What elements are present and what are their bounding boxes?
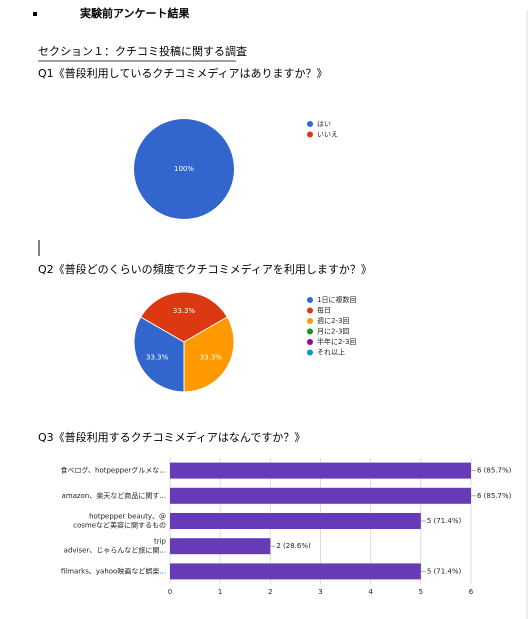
value-label: 2 (28.6%) [276,542,311,550]
section-heading: セクション１：クチコミ投稿に関する調査 [38,44,247,58]
slice-label: 33.3% [200,354,223,362]
category-label: adviser、じゃらんなど旅に関... [64,546,166,555]
bar [170,513,421,529]
legend-swatch [307,307,313,314]
category-label: amazon、楽天など商品に関す... [62,491,166,500]
question: Q3《普段利用するクチコミメディアはなんですか？》 [38,430,305,444]
pie-slice [140,291,228,343]
legend-swatch [307,328,313,335]
value-label: 5 (71.4%) [427,567,462,575]
x-tick-label: 2 [268,588,272,596]
legend-label: 半年に2-3回 [317,337,356,346]
bar [170,462,471,479]
question: Q1《普段利用しているクチコミメディアはありますか？》 [38,66,328,80]
bar [170,563,421,580]
slice-label: 33.3% [146,354,169,362]
doc-title: 実験前アンケート結果 [80,6,190,20]
question: Q2《普段どのくらいの頻度でクチコミメディアを利用しますか？》 [38,262,372,276]
value-label: 5 (71.4%) [427,517,462,525]
value-label: 6 (85.7%) [477,467,512,475]
legend-label: 毎日 [317,306,331,315]
category-label: hotpepper beauty、@ [89,513,166,521]
legend-label: はい [317,120,331,128]
slice-label: 33.3% [173,307,196,315]
legend-swatch [307,339,313,345]
legend-label: 月に2-3回 [317,328,349,336]
bar [170,538,271,555]
x-tick-label: 4 [368,588,373,596]
legend-swatch [307,318,313,324]
legend-swatch [307,349,313,356]
category-label: cosmeなど美容に関するもの [73,521,166,530]
pie-slice [133,316,185,393]
legend-swatch [307,121,313,127]
slice-label: 100% [174,165,194,173]
category-label: trip [154,538,167,546]
legend-label: それ以上 [317,348,345,357]
x-tick-label: 3 [318,588,322,596]
bar [170,487,471,504]
legend-label: いいえ [317,131,338,139]
legend-label: 1日に複数回 [317,295,356,304]
x-tick-label: 1 [218,588,222,596]
category-label: 食べログ、hotpepperグルメな... [61,466,166,475]
legend-swatch [307,131,313,138]
category-label: filmarks、yahoo映画など娯楽... [61,566,166,575]
bullet [33,12,37,16]
value-label: 6 (85.7%) [477,492,512,500]
pie-slice [183,316,235,393]
x-tick-label: 5 [419,588,423,596]
x-tick-label: 6 [469,588,474,596]
x-tick-label: 0 [168,588,172,596]
legend-label: 週に2-3回 [317,316,349,325]
pie-slice [134,119,234,219]
legend-swatch [307,297,313,303]
